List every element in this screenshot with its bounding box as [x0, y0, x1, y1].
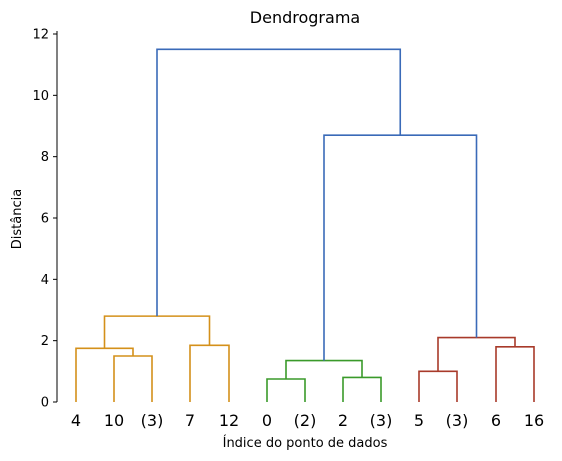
y-tick-label: 6 — [41, 212, 49, 227]
leaf-label: 2 — [338, 411, 348, 430]
dendrogram-link — [156, 48, 402, 317]
dendrogram-link — [266, 378, 306, 402]
axes: 0 2 4 6 8 10 12 4 10 (3) 7 12 0 (2) 2 (3) 5 (3) 6 16 — [32, 28, 544, 431]
dendrogram-link — [285, 359, 363, 379]
leaf-label: 0 — [262, 411, 272, 430]
y-tick-label: 8 — [41, 150, 49, 165]
dendrogram-link — [418, 370, 458, 402]
dendrogram-link — [189, 344, 230, 402]
leaf-label: (3) — [370, 411, 393, 430]
y-tick-label: 12 — [32, 28, 49, 43]
dendrogram-link — [342, 376, 382, 402]
dendrogram-links — [75, 48, 535, 402]
leaf-label: (2) — [294, 411, 317, 430]
y-tick-label: 4 — [41, 273, 49, 288]
dendrogram-link — [495, 346, 535, 402]
leaf-label: 4 — [71, 411, 81, 430]
y-tick-label: 0 — [41, 396, 49, 411]
dendrogram-link — [437, 336, 516, 372]
y-tick-label: 10 — [32, 89, 49, 104]
chart-title: Dendrograma — [250, 8, 360, 27]
dendrogram-link — [323, 134, 478, 361]
y-tick-label: 2 — [41, 334, 49, 349]
leaf-label: 6 — [491, 411, 501, 430]
leaf-label: 10 — [104, 411, 124, 430]
leaf-label: 12 — [219, 411, 239, 430]
leaf-label: 5 — [414, 411, 424, 430]
dendrogram-link — [103, 315, 211, 349]
leaf-label: (3) — [141, 411, 164, 430]
leaf-label: (3) — [446, 411, 469, 430]
x-axis-label: Índice do ponto de dados — [223, 435, 388, 451]
leaf-label: 16 — [524, 411, 544, 430]
dendrogram-link — [113, 355, 153, 402]
y-axis-label: Distância — [10, 189, 25, 249]
leaf-label: 7 — [185, 411, 195, 430]
